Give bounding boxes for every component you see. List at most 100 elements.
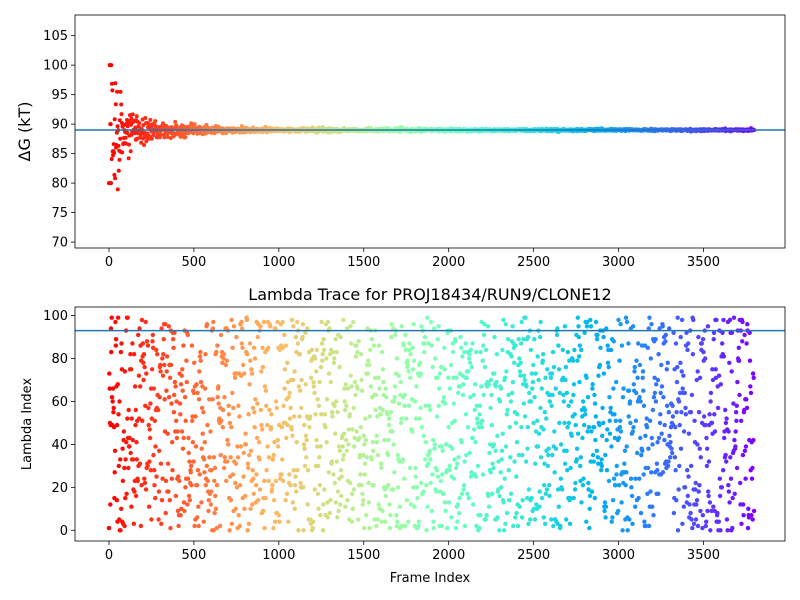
lambda-point xyxy=(177,478,182,484)
lambda-point xyxy=(250,502,255,507)
lambda-point xyxy=(371,343,377,348)
x-tick-label: 2000 xyxy=(432,255,465,270)
lambda-point xyxy=(175,508,181,514)
lambda-point xyxy=(197,369,202,374)
lambda-point xyxy=(466,369,471,374)
lambda-point xyxy=(715,510,720,516)
lambda-point xyxy=(237,523,242,529)
lambda-point xyxy=(206,498,211,503)
lambda-point xyxy=(300,322,306,327)
lambda-point xyxy=(410,345,415,350)
lambda-point xyxy=(168,525,173,531)
lambda-point xyxy=(586,487,591,492)
lambda-point xyxy=(473,440,478,445)
lambda-point xyxy=(617,483,622,488)
lambda-point xyxy=(334,399,339,404)
dg-point xyxy=(118,136,123,141)
dg-point xyxy=(113,176,118,181)
lambda-point xyxy=(143,319,148,325)
lambda-point xyxy=(664,403,670,408)
lambda-point xyxy=(355,386,360,391)
lambda-point xyxy=(124,440,129,445)
lambda-point xyxy=(367,362,372,368)
lambda-point xyxy=(486,382,491,387)
lambda-point xyxy=(408,502,414,507)
lambda-point xyxy=(137,326,142,331)
lambda-point xyxy=(218,452,223,458)
lambda-point xyxy=(550,349,556,355)
lambda-point xyxy=(720,341,725,346)
lambda-point xyxy=(697,375,703,380)
lambda-point xyxy=(153,444,158,449)
lambda-point xyxy=(289,427,294,432)
lambda-point xyxy=(189,463,194,469)
lambda-point xyxy=(379,349,385,355)
lambda-point xyxy=(345,386,350,391)
lambda-point xyxy=(158,369,163,374)
lambda-point xyxy=(728,476,734,481)
lambda-point xyxy=(184,358,189,363)
lambda-point xyxy=(476,425,482,430)
lambda-point xyxy=(611,386,616,391)
lambda-point xyxy=(148,401,153,406)
lambda-point xyxy=(424,483,429,488)
lambda-point xyxy=(725,528,730,533)
lambda-point xyxy=(416,523,421,529)
lambda-point xyxy=(487,450,492,456)
lambda-point xyxy=(512,459,517,464)
lambda-point xyxy=(122,369,128,374)
lambda-point xyxy=(333,337,338,342)
lambda-point xyxy=(109,395,115,400)
lambda-point xyxy=(564,517,569,522)
lambda-point xyxy=(602,508,607,514)
lambda-point xyxy=(106,525,112,531)
lambda-point xyxy=(307,425,312,430)
lambda-point xyxy=(673,341,679,346)
lambda-point xyxy=(318,364,324,370)
lambda-point xyxy=(657,420,663,426)
lambda-point xyxy=(326,470,331,475)
lambda-point xyxy=(362,461,368,466)
lambda-point xyxy=(214,483,220,488)
lambda-point xyxy=(523,459,529,464)
lambda-point xyxy=(481,343,486,348)
lambda-point xyxy=(556,367,562,372)
lambda-point xyxy=(272,519,278,524)
lambda-point xyxy=(318,444,323,449)
lambda-point xyxy=(282,386,287,391)
lambda-point xyxy=(323,425,328,430)
lambda-point xyxy=(294,489,299,494)
lambda-point xyxy=(149,517,154,522)
lambda-point xyxy=(656,352,661,357)
lambda-point xyxy=(283,498,288,503)
lambda-point xyxy=(241,362,246,368)
lambda-point xyxy=(355,349,360,355)
lambda-point xyxy=(308,375,314,380)
lambda-point xyxy=(446,425,451,430)
lambda-point xyxy=(348,324,353,329)
lambda-point xyxy=(480,472,486,477)
lambda-point xyxy=(348,480,353,486)
lambda-point xyxy=(406,519,411,524)
lambda-point xyxy=(528,517,533,522)
lambda-point xyxy=(506,392,511,398)
lambda-point xyxy=(414,485,420,490)
lambda-point xyxy=(269,487,275,492)
lambda-point xyxy=(366,358,371,363)
lambda-point xyxy=(202,470,207,475)
lambda-point xyxy=(214,525,219,531)
x-tick-label: 1000 xyxy=(262,548,295,563)
lambda-point xyxy=(188,470,193,475)
lambda-point xyxy=(435,337,440,342)
lambda-point xyxy=(126,465,131,471)
lambda-point xyxy=(529,495,534,501)
lambda-chart-title: Lambda Trace for PROJ18434/RUN9/CLONE12 xyxy=(248,285,611,304)
lambda-point xyxy=(559,487,565,492)
lambda-point xyxy=(649,322,654,327)
lambda-point xyxy=(499,485,504,490)
lambda-point xyxy=(228,498,234,503)
lambda-point xyxy=(553,386,558,391)
lambda-point xyxy=(447,463,452,469)
lambda-point xyxy=(248,358,253,363)
